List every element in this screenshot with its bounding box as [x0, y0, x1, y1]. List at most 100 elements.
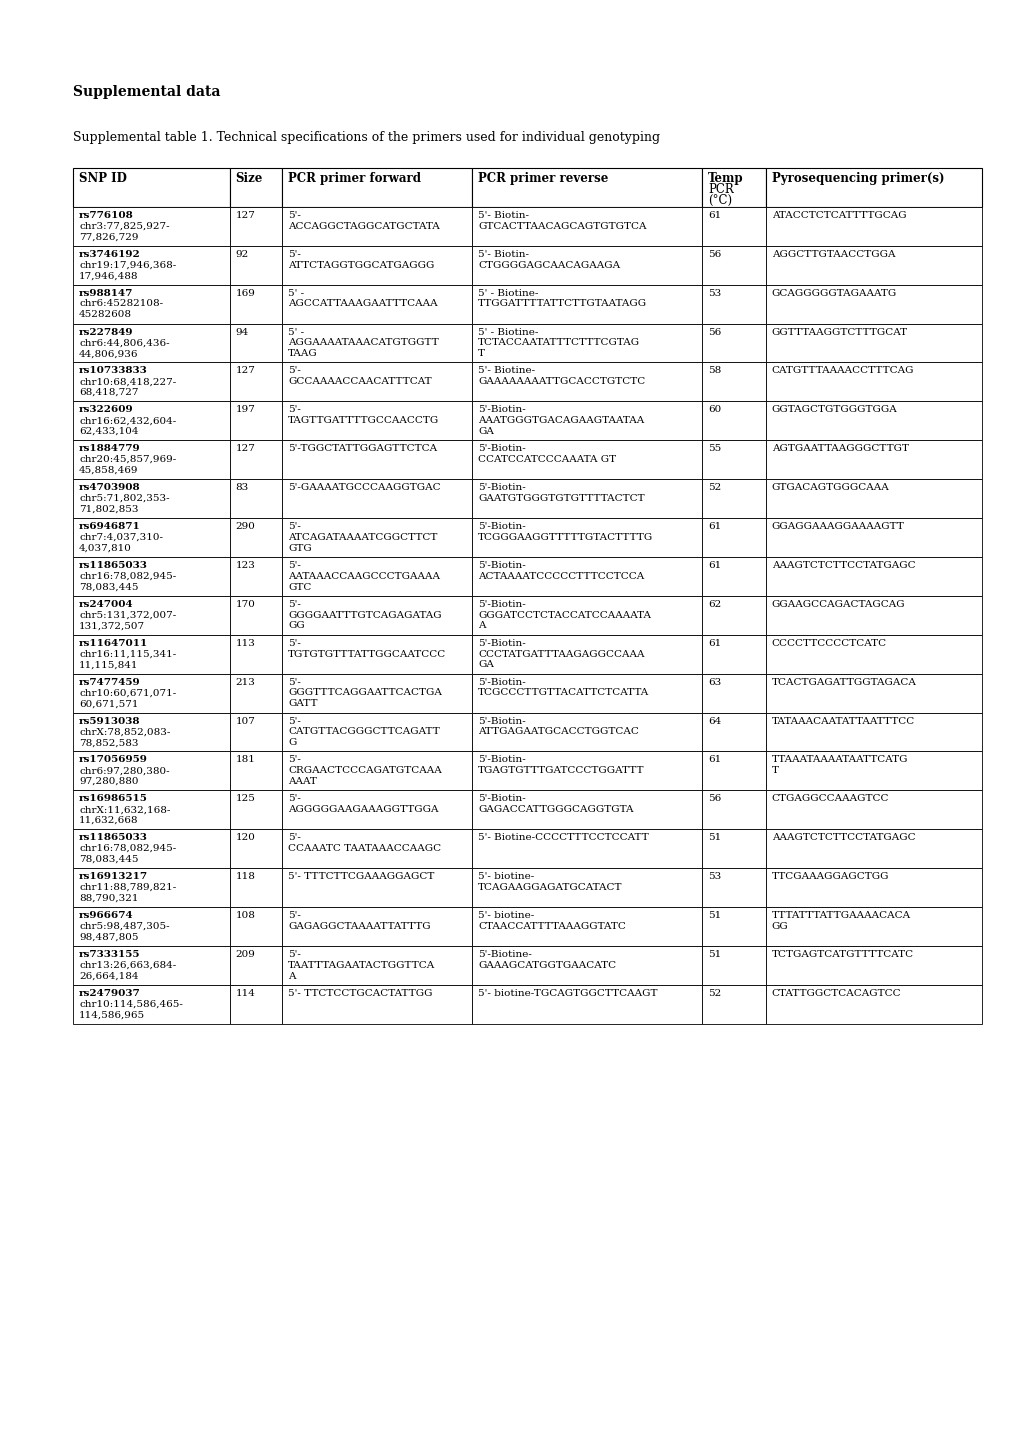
Text: rs7333155: rs7333155: [78, 949, 141, 960]
Text: GTG: GTG: [287, 544, 312, 553]
Text: TCACTGAGATTGGTAGACA: TCACTGAGATTGGTAGACA: [771, 678, 916, 687]
Text: 56: 56: [707, 795, 720, 804]
Text: GA: GA: [478, 661, 493, 670]
Bar: [472, 245, 701, 284]
Text: rs10733833: rs10733833: [78, 367, 148, 375]
Text: 5'- Biotine-CCCCTTTCCTCCATT: 5'- Biotine-CCCCTTTCCTCCATT: [478, 833, 648, 843]
Text: chr16:78,082,945-: chr16:78,082,945-: [78, 571, 176, 580]
Text: TTAAATAAAATAATTCATG: TTAAATAAAATAATTCATG: [771, 756, 908, 765]
Text: chr16:11,115,341-: chr16:11,115,341-: [78, 649, 176, 658]
Bar: [701, 245, 765, 284]
Text: TTTATTTATTGAAAACACA: TTTATTTATTGAAAACACA: [771, 911, 910, 921]
Bar: [282, 869, 472, 908]
Bar: [282, 167, 472, 206]
Text: 5'-Biotin-: 5'-Biotin-: [478, 561, 525, 570]
Bar: [472, 869, 701, 908]
Text: CCCCTTCCCCTCATC: CCCCTTCCCCTCATC: [771, 639, 887, 648]
Bar: [229, 713, 282, 752]
Bar: [73, 167, 229, 206]
Text: 61: 61: [707, 211, 720, 219]
Text: GCAGGGGGTAGAAATG: GCAGGGGGTAGAAATG: [771, 289, 897, 297]
Bar: [73, 674, 229, 713]
Bar: [282, 518, 472, 557]
Bar: [73, 245, 229, 284]
Text: 131,372,507: 131,372,507: [78, 622, 145, 631]
Text: 5'-: 5'-: [287, 911, 301, 921]
Text: chr13:26,663,684-: chr13:26,663,684-: [78, 961, 176, 970]
Bar: [282, 947, 472, 986]
Text: chr5:98,487,305-: chr5:98,487,305-: [78, 922, 169, 931]
Text: chr6:97,280,380-: chr6:97,280,380-: [78, 766, 169, 775]
Text: PCR primer reverse: PCR primer reverse: [478, 172, 607, 185]
Bar: [282, 362, 472, 401]
Text: 123: 123: [235, 561, 255, 570]
Text: TCAGAAGGAGATGCATACT: TCAGAAGGAGATGCATACT: [478, 883, 622, 892]
Text: TTGGATTTTATTCTTGTAATAGG: TTGGATTTTATTCTTGTAATAGG: [478, 300, 646, 309]
Bar: [282, 479, 472, 518]
Text: 51: 51: [707, 949, 720, 960]
Text: 127: 127: [235, 211, 255, 219]
Bar: [472, 986, 701, 1023]
Bar: [229, 401, 282, 440]
Text: rs1884779: rs1884779: [78, 444, 141, 453]
Text: 5'-: 5'-: [287, 561, 301, 570]
Bar: [701, 830, 765, 869]
Bar: [765, 908, 981, 947]
Bar: [701, 401, 765, 440]
Text: 5'-: 5'-: [287, 600, 301, 609]
Text: chr11:88,789,821-: chr11:88,789,821-: [78, 883, 176, 892]
Bar: [73, 557, 229, 596]
Text: CCAAATC TAATAAACCAAGC: CCAAATC TAATAAACCAAGC: [287, 844, 441, 853]
Text: rs11647011: rs11647011: [78, 639, 148, 648]
Text: GTC: GTC: [287, 583, 311, 592]
Text: 52: 52: [707, 988, 720, 999]
Text: 5'-: 5'-: [287, 833, 301, 843]
Text: AGTGAATTAAGGGCTTGT: AGTGAATTAAGGGCTTGT: [771, 444, 908, 453]
Bar: [765, 947, 981, 986]
Bar: [765, 323, 981, 362]
Text: 5'-: 5'-: [287, 405, 301, 414]
Bar: [282, 206, 472, 245]
Text: 5'- Biotin-: 5'- Biotin-: [478, 250, 529, 258]
Text: GAGAGGCTAAAATTATTTG: GAGAGGCTAAAATTATTTG: [287, 922, 430, 931]
Text: 127: 127: [235, 444, 255, 453]
Text: 169: 169: [235, 289, 255, 297]
Bar: [765, 557, 981, 596]
Bar: [765, 596, 981, 635]
Text: GGTAGCTGTGGGTGGA: GGTAGCTGTGGGTGGA: [771, 405, 897, 414]
Bar: [765, 986, 981, 1023]
Bar: [229, 518, 282, 557]
Bar: [765, 245, 981, 284]
Text: 107: 107: [235, 717, 255, 726]
Text: CTGAGGCCAAAGTCC: CTGAGGCCAAAGTCC: [771, 795, 889, 804]
Text: 62: 62: [707, 600, 720, 609]
Text: SNP ID: SNP ID: [78, 172, 126, 185]
Bar: [701, 791, 765, 830]
Bar: [701, 440, 765, 479]
Text: TAAG: TAAG: [287, 349, 318, 358]
Text: Temp: Temp: [707, 172, 743, 185]
Text: TCGCCCTTGTTACATTCTCATTA: TCGCCCTTGTTACATTCTCATTA: [478, 688, 648, 697]
Text: 51: 51: [707, 911, 720, 921]
Bar: [282, 830, 472, 869]
Bar: [73, 752, 229, 791]
Bar: [229, 245, 282, 284]
Text: ATCAGATAAAATCGGCTTCT: ATCAGATAAAATCGGCTTCT: [287, 532, 437, 543]
Bar: [229, 206, 282, 245]
Text: chr5:71,802,353-: chr5:71,802,353-: [78, 494, 169, 504]
Bar: [765, 830, 981, 869]
Text: 78,852,583: 78,852,583: [78, 739, 139, 747]
Text: CTAACCATTTTAAAGGTATC: CTAACCATTTTAAAGGTATC: [478, 922, 626, 931]
Bar: [765, 167, 981, 206]
Text: 5'-: 5'-: [287, 756, 301, 765]
Bar: [229, 440, 282, 479]
Bar: [701, 674, 765, 713]
Bar: [282, 791, 472, 830]
Text: 5'-TGGCTATTGGAGTTCTCA: 5'-TGGCTATTGGAGTTCTCA: [287, 444, 437, 453]
Text: AATAAACCAAGCCCTGAAAA: AATAAACCAAGCCCTGAAAA: [287, 571, 439, 580]
Text: 5'-Biotin-: 5'-Biotin-: [478, 600, 525, 609]
Bar: [73, 713, 229, 752]
Bar: [73, 908, 229, 947]
Bar: [282, 674, 472, 713]
Text: 11,115,841: 11,115,841: [78, 661, 139, 670]
